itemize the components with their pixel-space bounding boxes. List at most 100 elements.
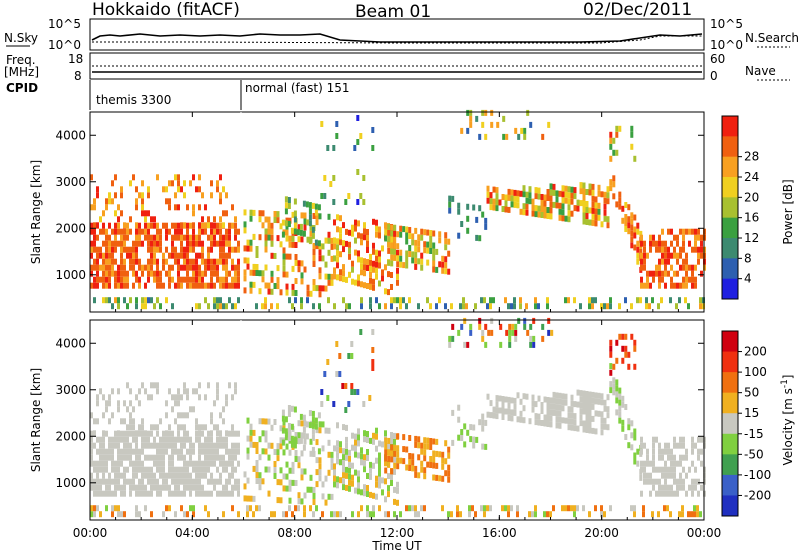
data-cell [342,246,345,253]
data-cell [198,228,201,235]
data-cell [117,303,120,310]
data-cell [666,505,669,512]
data-cell [189,258,192,265]
data-cell [189,436,192,443]
data-cell [348,229,351,236]
data-cell [682,454,685,461]
data-cell [408,233,412,239]
data-cell [291,211,295,218]
data-cell [228,478,231,485]
data-cell [216,466,219,473]
data-cell [579,188,583,195]
data-cell [336,511,339,518]
data-cell [168,204,171,211]
data-cell [483,511,486,518]
data-cell [390,303,393,310]
data-cell [624,345,628,352]
data-cell [511,329,515,336]
data-cell [180,394,183,401]
data-cell [174,448,177,455]
data-cell [643,240,646,247]
data-cell [273,467,277,473]
data-cell [123,430,126,437]
data-cell [123,466,126,473]
data-cell [420,505,423,512]
data-cell [180,466,183,473]
data-cell [297,266,301,273]
data-cell [135,234,138,241]
data-cell [336,440,339,447]
data-cell [174,490,177,497]
data-cell [186,282,189,289]
data-cell [135,246,138,253]
data-cell [108,270,111,277]
data-cell [105,204,108,211]
data-cell [302,200,306,207]
data-cell [303,212,307,219]
data-cell [360,269,363,276]
data-cell [643,252,646,259]
data-cell [408,453,412,459]
data-cell [348,467,351,474]
data-cell [237,228,240,235]
data-cell [345,442,348,449]
data-cell [234,270,237,277]
data-cell [543,414,547,421]
data-cell [111,448,114,455]
data-cell [141,424,144,431]
data-cell [231,264,234,271]
data-cell [141,210,144,217]
data-cell [356,169,360,175]
data-cell [192,484,195,491]
data-cell [162,478,165,485]
data-cell [102,466,105,473]
data-cell [466,227,470,234]
data-cell [210,478,213,485]
data-cell [311,226,315,233]
data-cell [198,460,201,467]
data-cell [463,441,467,448]
data-cell [489,505,492,512]
data-cell [165,234,168,241]
data-cell [314,423,318,430]
data-cell [649,240,652,247]
data-cell [345,448,348,455]
data-cell [150,394,153,401]
data-cell [371,127,375,133]
data-cell [219,174,222,181]
data-cell [594,392,598,399]
data-cell [327,427,331,434]
data-cell [486,197,490,204]
data-cell [120,228,123,235]
data-cell [645,297,648,304]
data-cell [228,270,231,277]
data-cell [207,511,210,518]
data-cell [652,270,655,277]
data-cell [396,487,399,494]
data-cell [126,303,129,310]
data-cell [293,216,297,223]
data-cell [171,442,174,449]
data-cell [582,206,586,213]
data-cell [336,422,339,429]
data-cell [627,204,631,211]
data-cell [174,418,177,425]
data-cell [360,489,363,496]
data-cell [670,472,673,479]
data-cell [306,486,310,493]
data-cell [478,317,482,324]
data-cell [306,284,310,291]
data-cell [284,434,288,441]
data-cell [429,242,433,248]
data-cell [567,406,571,413]
data-cell [276,455,280,462]
data-cell [108,442,111,449]
data-cell [93,460,96,467]
data-cell [558,404,562,411]
data-cell [153,246,156,253]
data-cell [363,460,366,467]
data-cell [502,115,506,122]
data-cell [381,245,384,252]
data-cell [258,505,261,512]
data-cell [438,231,442,238]
